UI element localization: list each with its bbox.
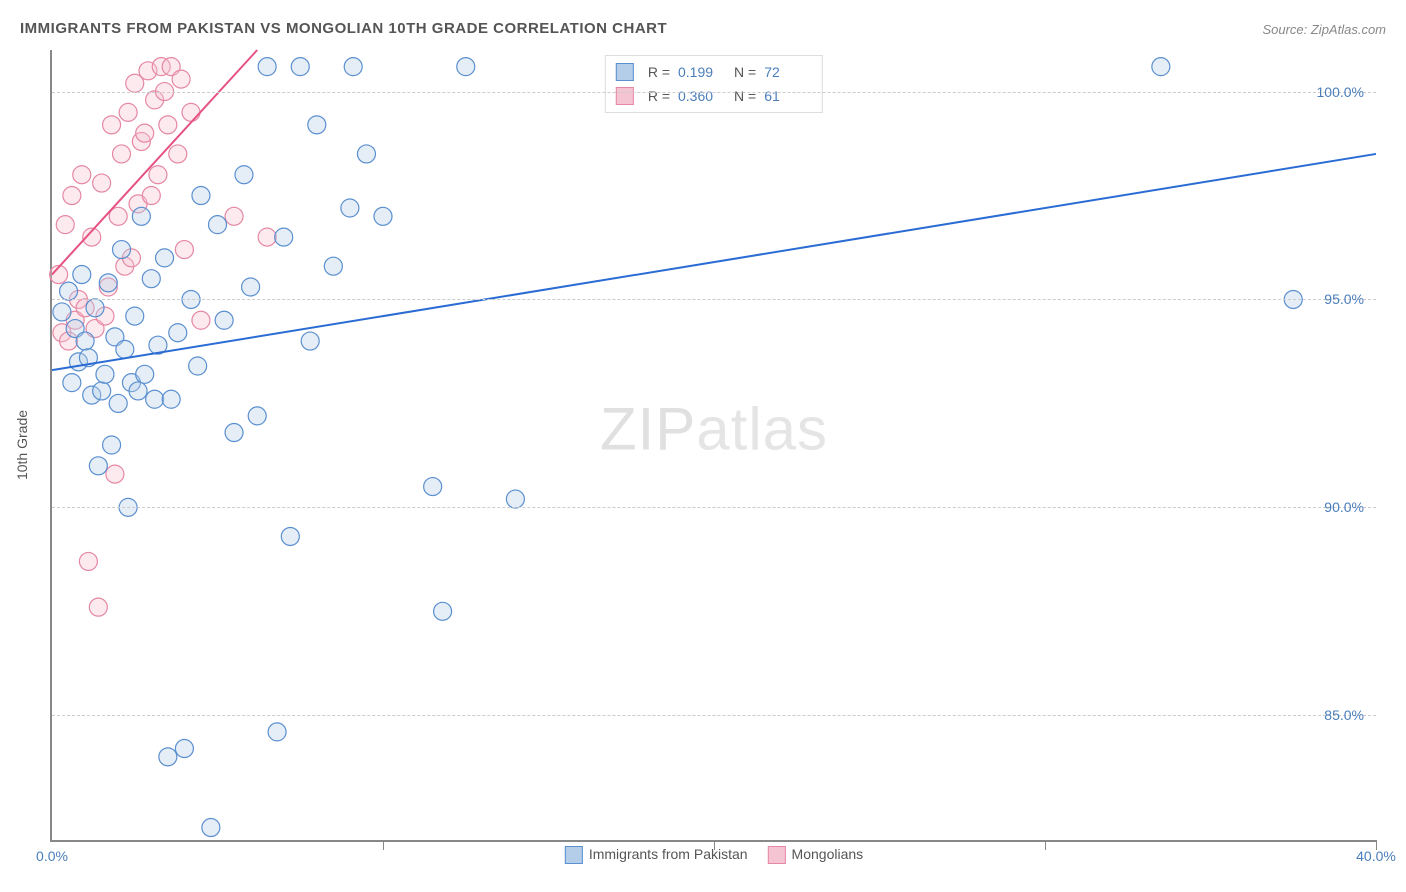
source-label: Source: ZipAtlas.com (1262, 22, 1386, 37)
y-tick-label: 95.0% (1324, 291, 1364, 307)
legend-swatch-pink (768, 846, 786, 864)
x-legend-item-2: Mongolians (768, 846, 864, 864)
x-legend-label-1: Immigrants from Pakistan (589, 846, 748, 862)
legend-r-value-1: 0.199 (678, 64, 726, 80)
legend-row-series-2: R = 0.360 N = 61 (616, 84, 812, 108)
legend-n-value-1: 72 (764, 64, 812, 80)
legend-row-series-1: R = 0.199 N = 72 (616, 60, 812, 84)
y-axis-label: 10th Grade (14, 410, 30, 480)
legend-n-value-2: 61 (764, 88, 812, 104)
legend-n-label: N = (734, 64, 756, 80)
chart-title: IMMIGRANTS FROM PAKISTAN VS MONGOLIAN 10… (20, 20, 667, 37)
legend-swatch-blue (616, 63, 634, 81)
scatter-svg (52, 50, 1376, 840)
legend-r-label: R = (648, 88, 670, 104)
legend-r-label: R = (648, 64, 670, 80)
x-tick-label: 0.0% (36, 848, 68, 864)
legend-n-label: N = (734, 88, 756, 104)
legend-swatch-blue (565, 846, 583, 864)
plot-area: ZIPatlas R = 0.199 N = 72 R = 0.360 N = … (50, 50, 1376, 842)
y-tick-label: 85.0% (1324, 707, 1364, 723)
y-tick-label: 100.0% (1317, 84, 1364, 100)
y-tick-label: 90.0% (1324, 499, 1364, 515)
legend-swatch-pink (616, 87, 634, 105)
x-legend-item-1: Immigrants from Pakistan (565, 846, 748, 864)
correlation-chart: IMMIGRANTS FROM PAKISTAN VS MONGOLIAN 10… (0, 0, 1406, 892)
legend-r-value-2: 0.360 (678, 88, 726, 104)
stats-legend: R = 0.199 N = 72 R = 0.360 N = 61 (605, 55, 823, 113)
x-tick-label: 40.0% (1356, 848, 1396, 864)
x-legend-label-2: Mongolians (792, 846, 864, 862)
